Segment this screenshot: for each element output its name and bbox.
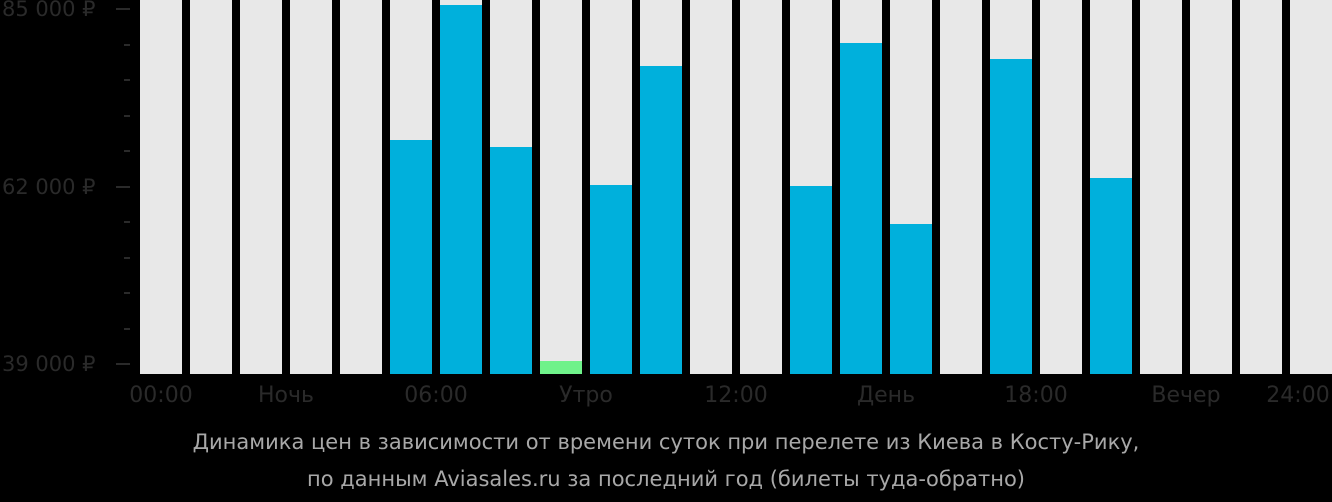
hour-slot-13[interactable] xyxy=(790,0,832,374)
price-bar[interactable] xyxy=(490,147,532,374)
price-bar[interactable] xyxy=(1090,178,1132,374)
hour-slot-02[interactable] xyxy=(240,0,282,374)
y-axis-minor-tick xyxy=(124,256,130,259)
hour-slot-07[interactable] xyxy=(490,0,532,374)
y-axis-minor-tick xyxy=(124,43,130,46)
price-bar[interactable] xyxy=(640,66,682,374)
hour-slot-05[interactable] xyxy=(390,0,432,374)
y-axis-major-tick xyxy=(116,185,130,188)
price-bar[interactable] xyxy=(890,224,932,374)
x-axis-label: 24:00 xyxy=(1266,383,1330,408)
hour-slot-18[interactable] xyxy=(1040,0,1082,374)
y-axis-minor-tick xyxy=(124,150,130,152)
hour-slot-00[interactable] xyxy=(140,0,182,374)
price-bar[interactable] xyxy=(840,42,882,374)
x-axis-label: Ночь xyxy=(258,383,314,408)
hour-slot-08[interactable] xyxy=(540,0,582,374)
hour-slot-03[interactable] xyxy=(290,0,332,374)
price-bar[interactable] xyxy=(390,140,432,374)
y-axis-minor-tick xyxy=(124,79,130,81)
hour-slot-21[interactable] xyxy=(1190,0,1232,374)
y-axis-minor-tick xyxy=(124,292,130,294)
chart-caption-line-1: Динамика цен в зависимости от времени су… xyxy=(192,430,1140,454)
hour-slot-04[interactable] xyxy=(340,0,382,374)
price-bar[interactable] xyxy=(990,59,1032,374)
price-bar[interactable] xyxy=(590,184,632,374)
hour-slot-10[interactable] xyxy=(640,0,682,374)
x-axis-label: 18:00 xyxy=(1004,383,1068,408)
price-bar[interactable] xyxy=(440,5,482,374)
x-axis-label: Вечер xyxy=(1151,383,1221,408)
y-axis-label: 85 000 ₽ xyxy=(2,0,96,21)
chart-caption-line-2: по данным Aviasales.ru за последний год … xyxy=(307,467,1025,491)
hour-slot-09[interactable] xyxy=(590,0,632,374)
hour-slot-01[interactable] xyxy=(190,0,232,374)
hour-slot-16[interactable] xyxy=(940,0,982,374)
y-axis-minor-tick xyxy=(124,327,130,330)
hour-slot-19[interactable] xyxy=(1090,0,1132,374)
x-axis-label: День xyxy=(856,383,916,408)
hour-slot-23[interactable] xyxy=(1290,0,1332,374)
x-axis-label: 12:00 xyxy=(704,383,768,408)
cheapest-price-bar[interactable] xyxy=(540,360,582,374)
y-axis-major-tick xyxy=(116,363,130,365)
hour-slot-20[interactable] xyxy=(1140,0,1182,374)
hour-slot-11[interactable] xyxy=(690,0,732,374)
hour-slot-14[interactable] xyxy=(840,0,882,374)
hour-slot-06[interactable] xyxy=(440,0,482,374)
y-axis-label: 39 000 ₽ xyxy=(2,352,96,376)
y-axis-minor-tick xyxy=(124,114,130,117)
y-axis-minor-tick xyxy=(124,221,130,223)
hour-slot-17[interactable] xyxy=(990,0,1032,374)
x-axis-label: 06:00 xyxy=(404,383,468,408)
hour-slot-22[interactable] xyxy=(1240,0,1282,374)
hour-slot-12[interactable] xyxy=(740,0,782,374)
x-axis-label: Утро xyxy=(559,383,613,408)
hour-slot-15[interactable] xyxy=(890,0,932,374)
price-bar[interactable] xyxy=(790,185,832,374)
y-axis-major-tick xyxy=(116,8,130,10)
y-axis-label: 62 000 ₽ xyxy=(2,174,96,199)
x-axis-label: 00:00 xyxy=(129,383,193,408)
